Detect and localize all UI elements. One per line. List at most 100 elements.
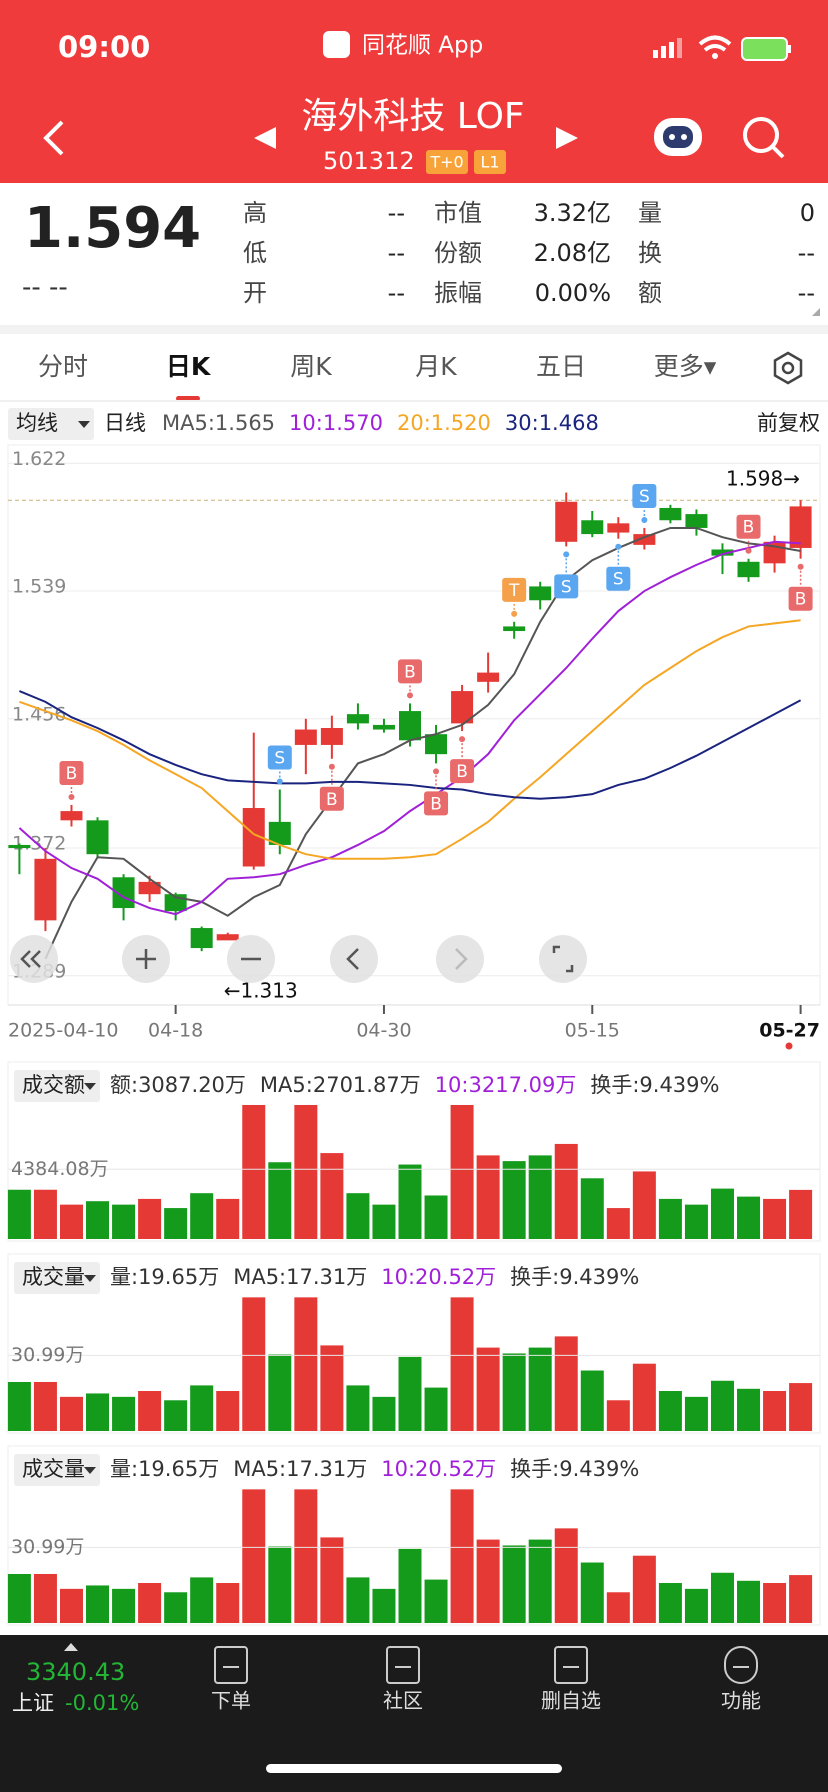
volume-bar [346, 1385, 370, 1431]
candle-body [789, 506, 812, 548]
volume-bar [320, 1537, 344, 1623]
legend-item: MA5:1.565 [162, 411, 275, 435]
quote-value: -- [798, 279, 815, 307]
nav-icon[interactable] [386, 1646, 420, 1684]
volume-bar [632, 1171, 656, 1239]
charts: 均线 日线 MA5:1.565 10:1.570 20:1.520 30:1.468 前复权… [7, 408, 821, 1626]
panel-frame [7, 1061, 821, 1242]
search-icon[interactable] [743, 117, 785, 159]
candle-body [216, 934, 239, 941]
signal-label: S [613, 570, 624, 590]
selector[interactable]: 成交量 [22, 1457, 85, 1481]
volume-bar [528, 1347, 552, 1431]
signal-label: B [456, 762, 468, 782]
selector-bg[interactable] [8, 408, 94, 440]
signal-label: S [639, 487, 650, 507]
ma-line [19, 619, 801, 860]
adjust[interactable]: 前复权 [757, 411, 820, 435]
selector-bg[interactable] [14, 1262, 100, 1294]
tab[interactable]: 月K [415, 352, 457, 381]
volume-bar [580, 1370, 604, 1431]
tab[interactable]: 分时 [38, 352, 88, 381]
signal-dot [745, 547, 752, 554]
tab[interactable]: 更多▾ [654, 352, 717, 381]
robot-icon[interactable] [654, 118, 702, 156]
separator [0, 325, 828, 334]
selector-arrow [78, 421, 90, 428]
signal-label: B [430, 794, 442, 814]
volume-bar [7, 1189, 31, 1239]
signal-dot [407, 692, 413, 699]
nav-icon[interactable] [724, 1646, 758, 1684]
volume-bar [320, 1345, 344, 1431]
quote-value: 2.08亿 [534, 239, 611, 267]
signal-dot [615, 543, 622, 550]
fund-title: 海外科技 LOF [301, 96, 524, 137]
selector[interactable]: 成交量 [22, 1265, 85, 1289]
settings-icon[interactable] [773, 351, 803, 385]
chart-control[interactable] [539, 935, 587, 983]
app-icon [323, 31, 350, 58]
current-dot [785, 1042, 793, 1050]
nav-icon[interactable] [214, 1646, 248, 1684]
candle-body [529, 586, 552, 601]
candle-body [294, 729, 317, 745]
nav-label[interactable]: 社区 [383, 1689, 423, 1713]
signal-label: S [274, 749, 285, 769]
selector[interactable]: 均线 [16, 411, 58, 435]
legend-item: 换手:9.439% [510, 1457, 639, 1481]
selector-bg[interactable] [14, 1070, 100, 1102]
candle-body [425, 734, 448, 755]
legend-item: 10:1.570 [289, 411, 383, 435]
tab[interactable]: 日K [166, 352, 212, 381]
volume-bar [737, 1580, 761, 1623]
prev-button[interactable] [254, 127, 276, 149]
volume-bar [7, 1573, 31, 1623]
quote-label: 低 [243, 239, 267, 267]
nav-label[interactable]: 删自选 [541, 1689, 601, 1713]
volume-bar [112, 1588, 136, 1623]
signal-box [398, 659, 422, 684]
tab[interactable]: 周K [290, 352, 332, 381]
signal-dot [328, 763, 335, 770]
volume-bar [268, 1354, 292, 1431]
volume-bar [528, 1539, 552, 1623]
volume-bar [476, 1347, 500, 1431]
panel-frame [7, 1445, 821, 1626]
legend-item: 量:19.65万 [110, 1265, 219, 1289]
volume-bar [164, 1592, 188, 1623]
next-button[interactable] [556, 127, 578, 149]
volume-bar [294, 1297, 318, 1431]
volume-bar [450, 1297, 474, 1431]
volume-bar [658, 1391, 682, 1431]
volume-bar [346, 1193, 370, 1239]
chart-control[interactable] [10, 935, 58, 983]
price-change: -- -- [22, 273, 68, 303]
legend-item: 20:1.520 [397, 411, 491, 435]
quote-label: 换 [638, 239, 662, 267]
nav-label[interactable]: 下单 [211, 1689, 251, 1713]
status-time: 09:00 [58, 30, 150, 64]
chart-control[interactable] [436, 935, 484, 983]
nav-icon[interactable] [554, 1646, 588, 1684]
tab[interactable]: 五日 [536, 352, 586, 381]
quote-label: 份额 [434, 239, 482, 267]
quote-label: 市值 [434, 199, 482, 227]
nav-label[interactable]: 功能 [721, 1689, 761, 1713]
settings-dot [781, 361, 795, 375]
volume-bar [684, 1396, 708, 1431]
signal-label: T [508, 581, 520, 601]
tag-bg [474, 150, 506, 174]
chart-control[interactable] [330, 935, 378, 983]
volume-bar [59, 1588, 83, 1623]
back-button[interactable] [43, 120, 64, 156]
selector[interactable]: 成交额 [22, 1073, 85, 1097]
selector-bg[interactable] [14, 1454, 100, 1486]
y-tick-label: 1.372 [12, 833, 66, 855]
period: 日线 [104, 411, 146, 435]
volume-bar [33, 1381, 57, 1431]
volume-bar [346, 1577, 370, 1623]
candle-body [607, 523, 630, 533]
